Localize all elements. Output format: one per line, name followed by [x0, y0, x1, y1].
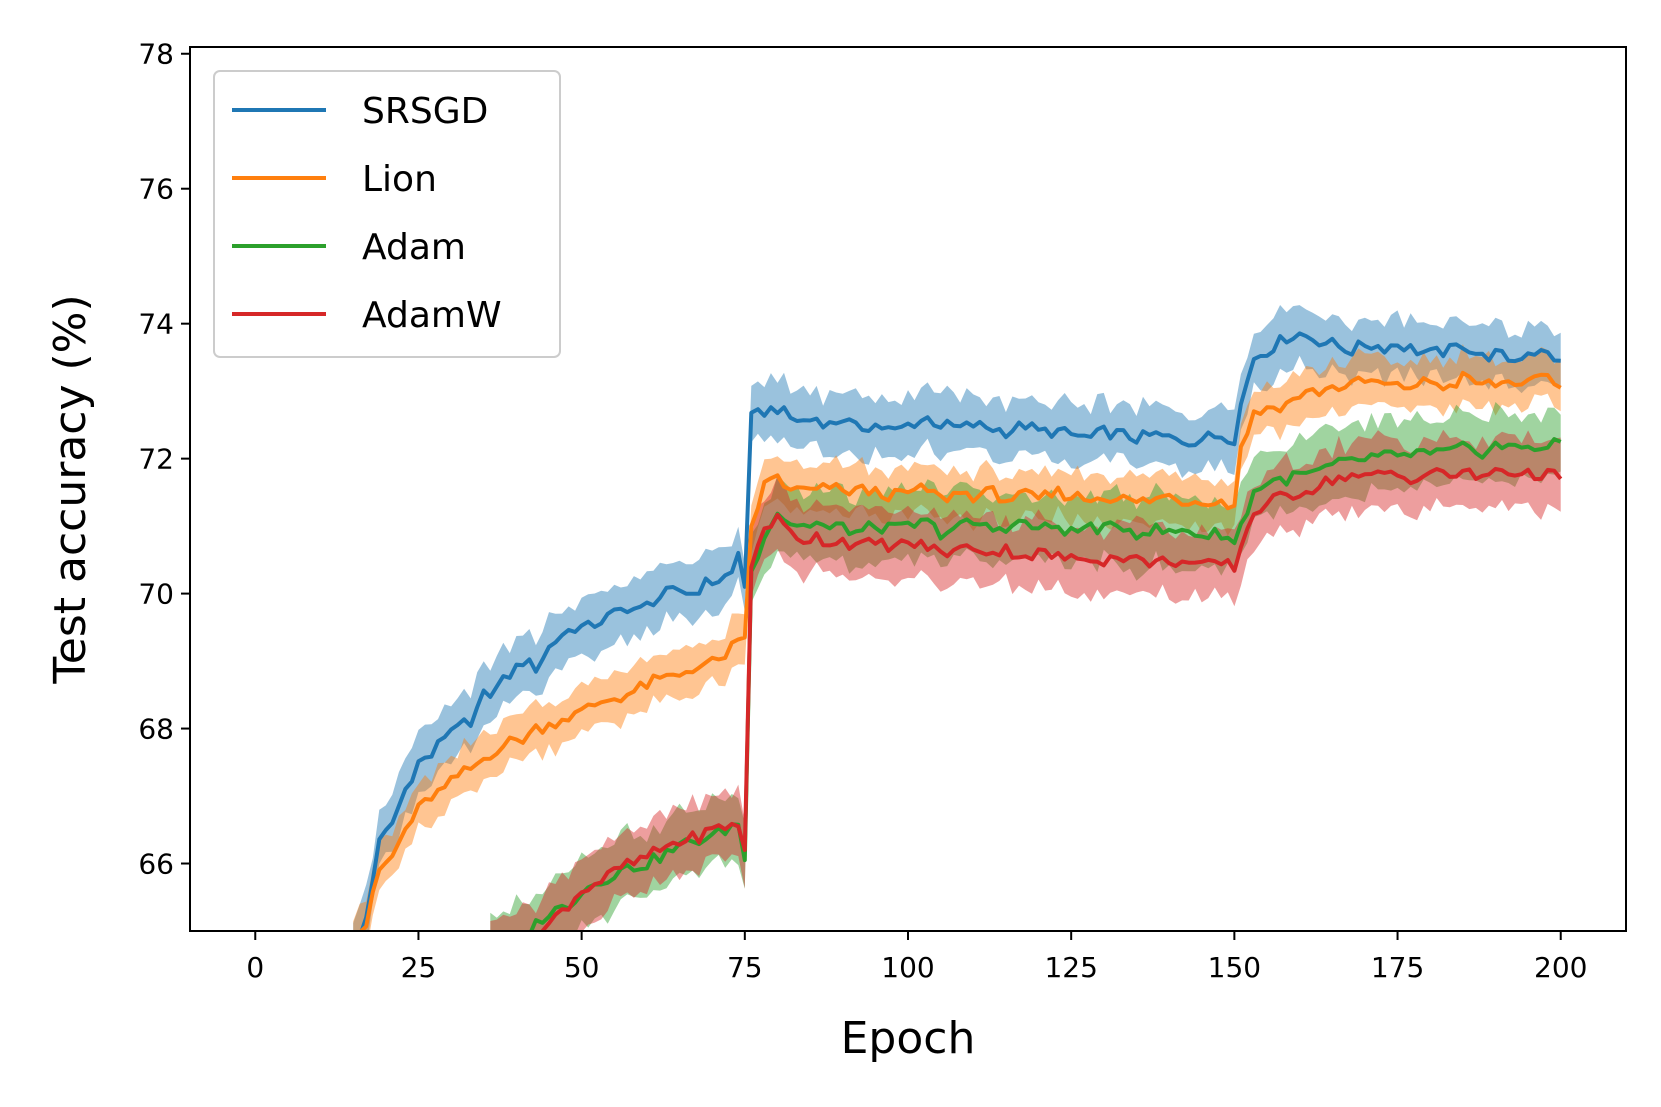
x-tick-label: 0 [246, 951, 264, 984]
x-tick-label: 125 [1044, 951, 1097, 984]
y-tick-label: 72 [138, 443, 174, 476]
x-tick-label: 200 [1534, 951, 1587, 984]
legend-label-adamw: AdamW [362, 295, 502, 336]
legend-label-srsgd: SRSGD [362, 91, 488, 132]
x-tick-label: 75 [727, 951, 763, 984]
series-line-srsgd [359, 331, 1561, 931]
confidence-band-lion [353, 344, 1561, 931]
x-tick-label: 50 [564, 951, 600, 984]
x-axis-label: Epoch [841, 1013, 976, 1064]
x-axis-ticks: 0 25 50 75 100 125 150 175 200 [246, 931, 1587, 984]
y-axis-ticks: 66 68 70 72 74 76 78 [138, 38, 190, 881]
legend-label-adam: Adam [362, 227, 466, 268]
y-tick-label: 78 [138, 38, 174, 71]
series-line-adamw [540, 466, 1563, 931]
x-tick-label: 175 [1371, 951, 1424, 984]
y-tick-label: 74 [138, 308, 174, 341]
series-lines [358, 331, 1563, 931]
y-tick-label: 66 [138, 848, 174, 881]
y-tick-label: 70 [138, 578, 174, 611]
x-tick-label: 25 [401, 951, 437, 984]
x-tick-label: 150 [1208, 951, 1261, 984]
confidence-band-adam [490, 402, 1561, 931]
x-tick-label: 100 [881, 951, 934, 984]
series-line-adam [515, 437, 1562, 931]
series-line-lion [358, 370, 1562, 931]
y-tick-label: 76 [138, 173, 174, 206]
confidence-band-srsgd [353, 305, 1561, 931]
legend-box [213, 70, 561, 358]
legend: SRSGD Lion Adam AdamW [213, 70, 561, 358]
y-axis-label: Test accuracy (%) [45, 294, 96, 684]
legend-label-lion: Lion [362, 159, 437, 200]
y-tick-label: 68 [138, 713, 174, 746]
